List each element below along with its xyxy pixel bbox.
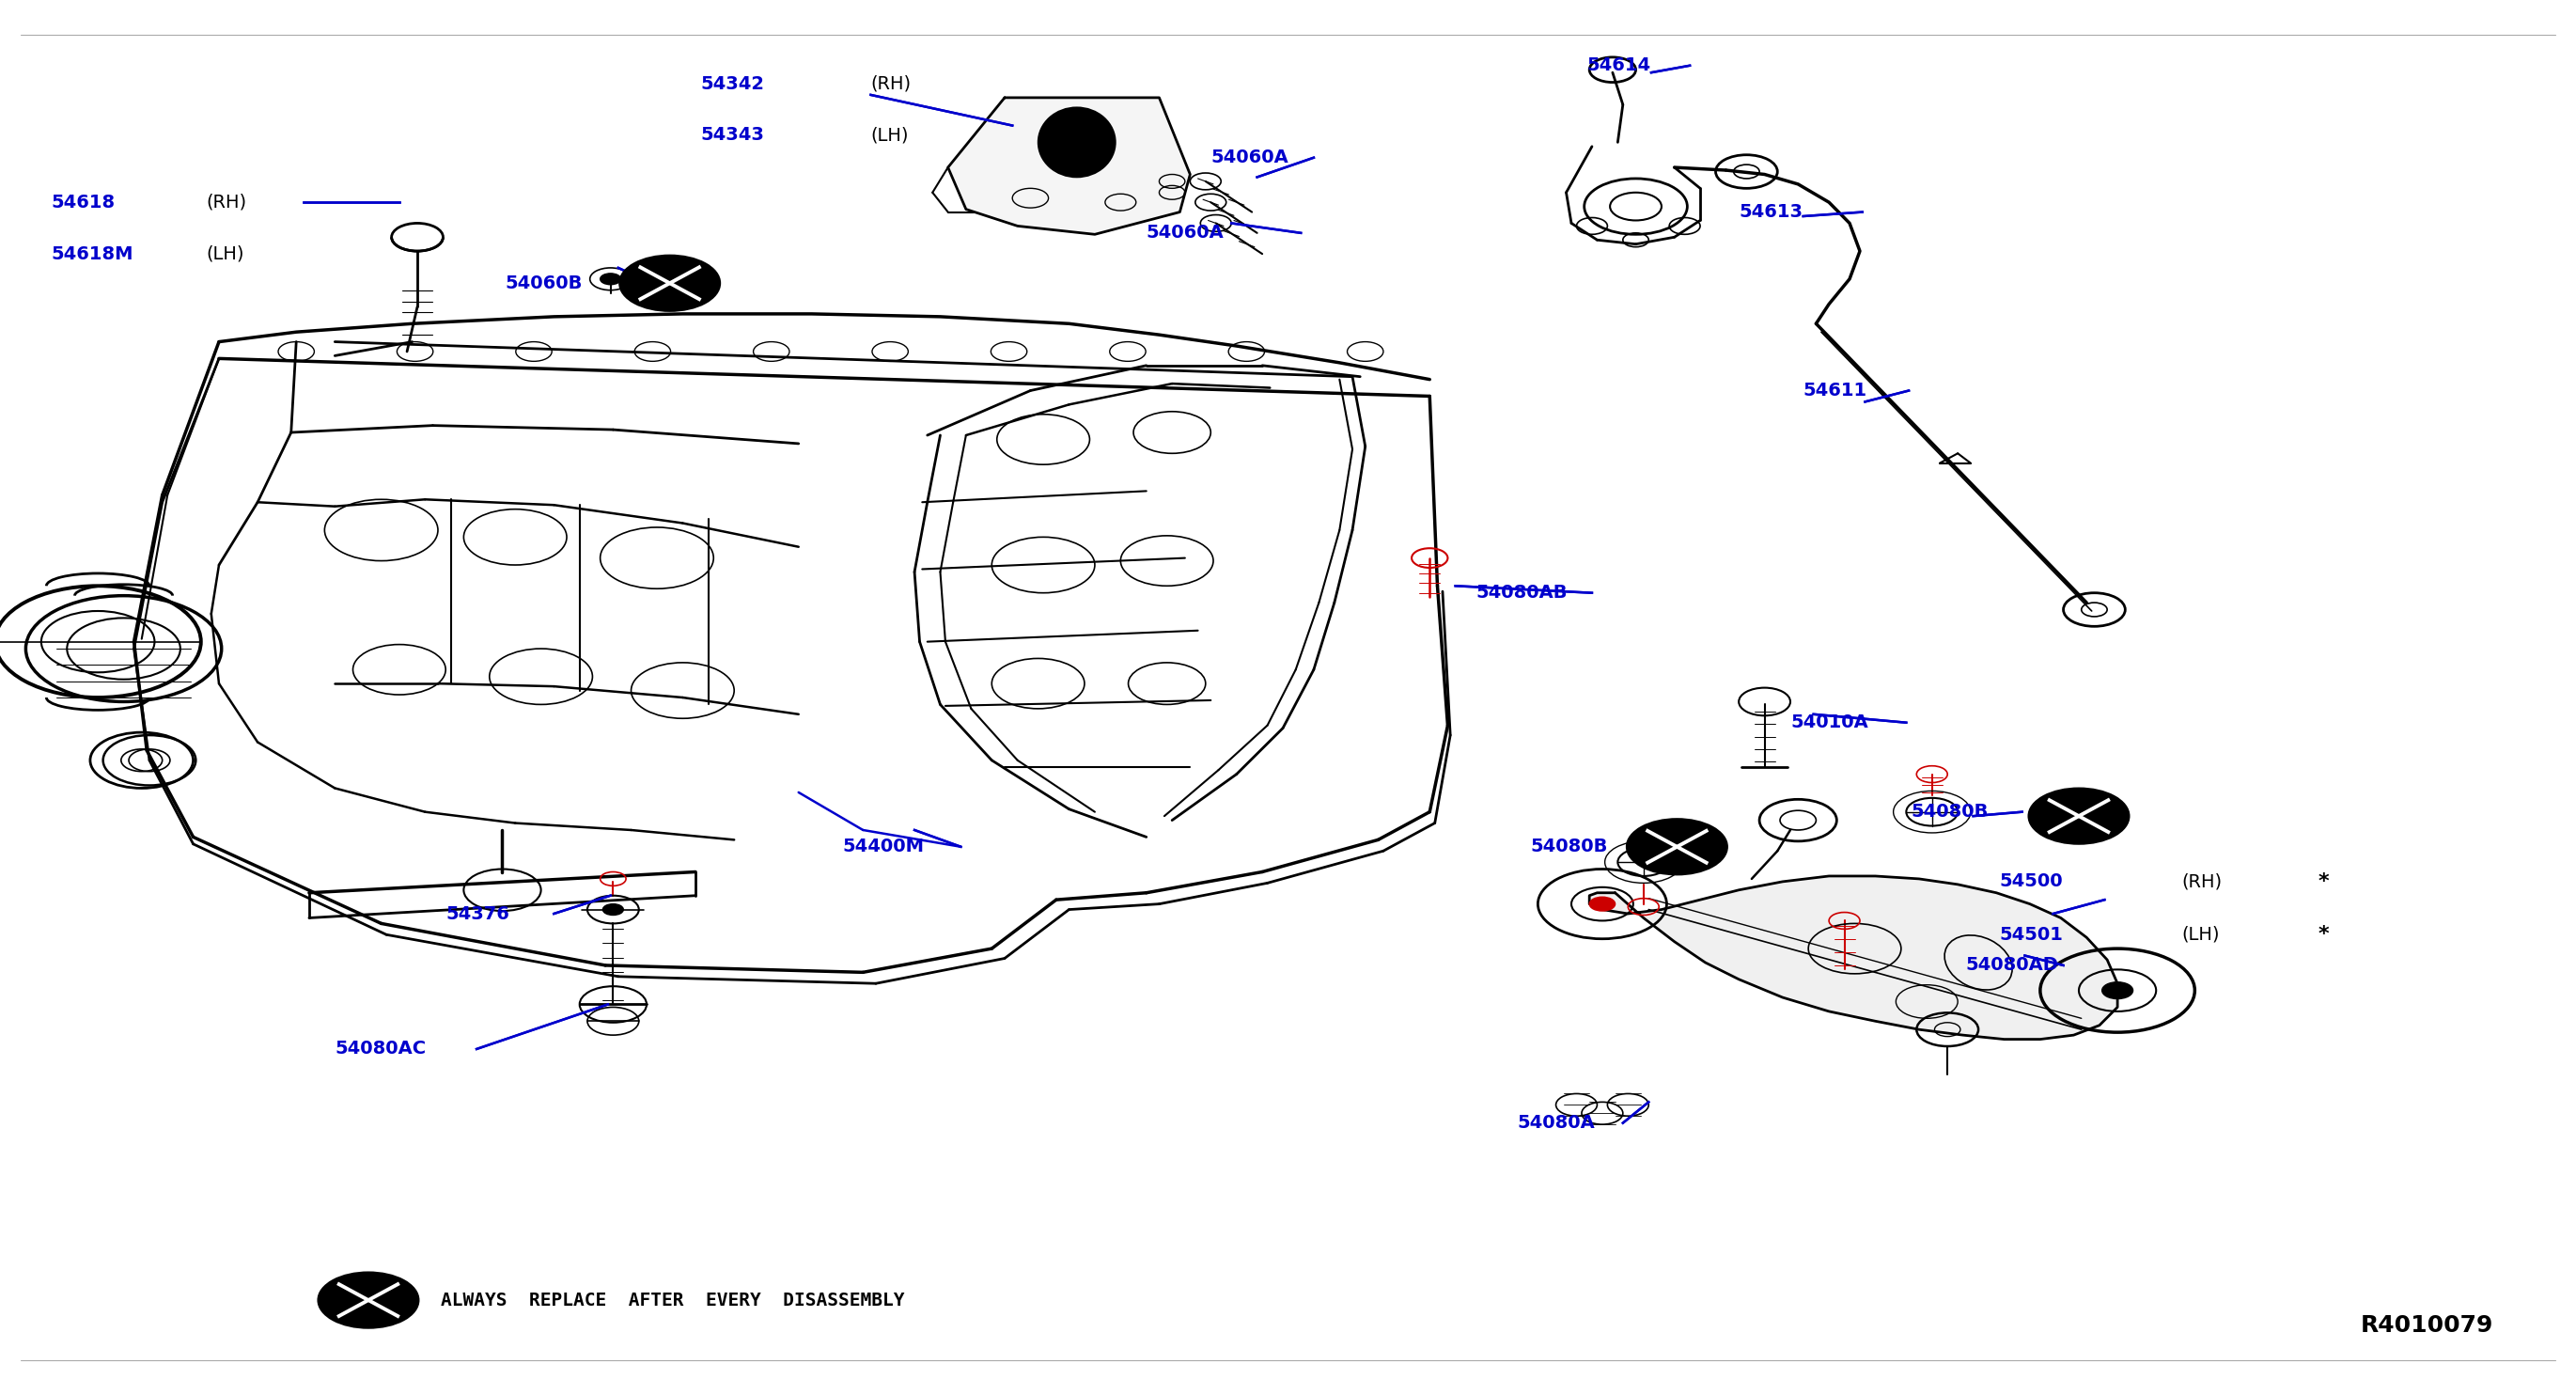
Text: (LH): (LH): [871, 127, 909, 144]
Text: ALWAYS  REPLACE  AFTER  EVERY  DISASSEMBLY: ALWAYS REPLACE AFTER EVERY DISASSEMBLY: [440, 1292, 904, 1309]
Text: 54614: 54614: [1587, 57, 1651, 74]
Text: *: *: [2318, 872, 2329, 891]
Text: 54080AC: 54080AC: [335, 1041, 425, 1057]
Text: *: *: [2318, 925, 2329, 944]
Polygon shape: [1589, 876, 2117, 1039]
Text: (RH): (RH): [206, 194, 247, 211]
Text: 54060B: 54060B: [505, 275, 582, 292]
Text: 54342: 54342: [701, 75, 765, 92]
Text: 54080B: 54080B: [1530, 838, 1607, 855]
Text: 54376: 54376: [446, 905, 510, 922]
Polygon shape: [948, 98, 1190, 234]
Text: 54618: 54618: [52, 194, 116, 211]
Circle shape: [600, 273, 621, 285]
Circle shape: [2102, 982, 2133, 999]
Text: 54080B: 54080B: [1911, 804, 1989, 820]
Text: 54060A: 54060A: [1146, 225, 1224, 241]
Text: (LH): (LH): [206, 246, 245, 262]
Text: 54613: 54613: [1739, 204, 1803, 220]
Text: (LH): (LH): [2182, 926, 2221, 943]
Text: 54400M: 54400M: [842, 838, 925, 855]
Text: R4010079: R4010079: [2360, 1314, 2494, 1336]
Text: 54618M: 54618M: [52, 246, 134, 262]
Ellipse shape: [1038, 107, 1115, 177]
Text: 54611: 54611: [1803, 382, 1868, 399]
Circle shape: [319, 1274, 417, 1327]
Circle shape: [1589, 897, 1615, 911]
Text: 54010A: 54010A: [1790, 714, 1868, 731]
Text: 54080A: 54080A: [1517, 1115, 1595, 1131]
Circle shape: [2030, 790, 2128, 843]
Circle shape: [621, 257, 719, 310]
Text: 54500: 54500: [1999, 873, 2063, 890]
Circle shape: [1628, 820, 1726, 873]
Circle shape: [603, 904, 623, 915]
Text: 54080AD: 54080AD: [1965, 957, 2058, 974]
Circle shape: [1046, 126, 1108, 159]
Text: 54501: 54501: [1999, 926, 2063, 943]
Text: (RH): (RH): [2182, 873, 2223, 890]
Text: 54060A: 54060A: [1211, 149, 1288, 166]
Text: 54343: 54343: [701, 127, 765, 144]
Text: (RH): (RH): [871, 75, 912, 92]
Text: 54080AB: 54080AB: [1476, 585, 1569, 601]
